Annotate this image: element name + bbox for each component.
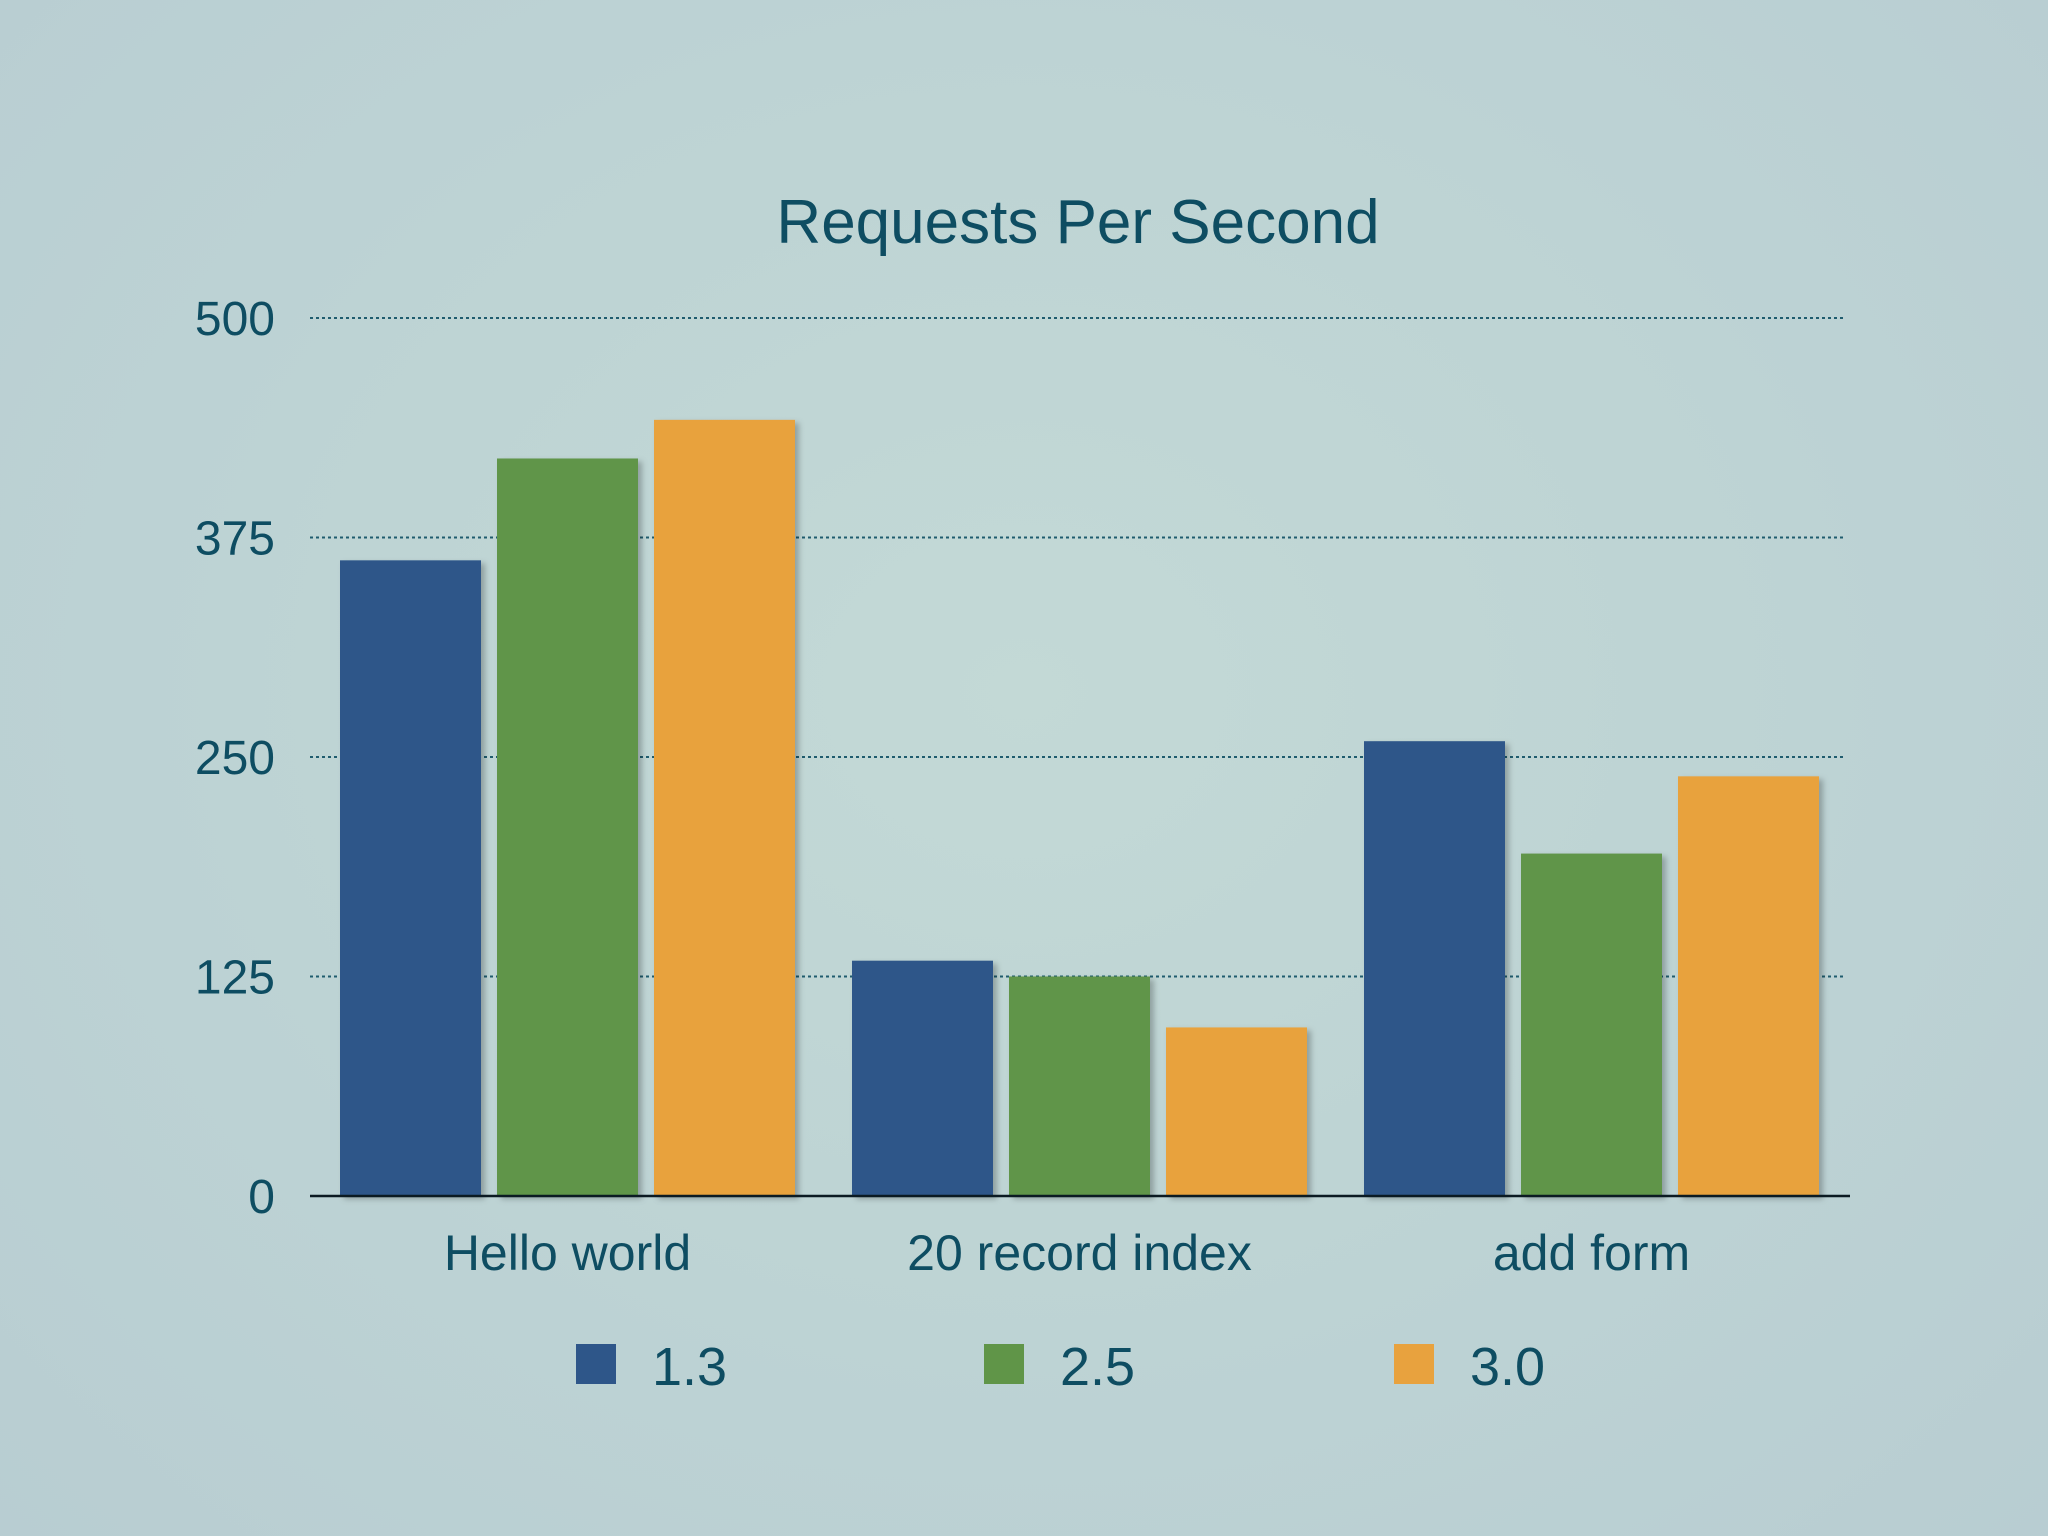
legend-swatch: [1394, 1344, 1434, 1384]
legend-label: 3.0: [1470, 1337, 1545, 1397]
bar: [1364, 741, 1505, 1196]
legend-swatch: [576, 1344, 616, 1384]
legend: 1.3 2.5 3.0: [576, 1337, 1545, 1397]
bar: [340, 560, 481, 1196]
bar: [1009, 976, 1150, 1196]
x-tick-label: Hello world: [444, 1225, 691, 1281]
bar: [1521, 853, 1662, 1196]
bar: [852, 960, 993, 1196]
bars: [340, 419, 1819, 1197]
bar: [497, 458, 638, 1197]
bar: [1166, 1027, 1307, 1196]
legend-label: 2.5: [1060, 1337, 1135, 1397]
y-axis-ticks: 0 125 250 375 500: [195, 293, 275, 1224]
y-tick-label: 500: [195, 293, 275, 346]
legend-label: 1.3: [652, 1337, 727, 1397]
legend-swatch: [984, 1344, 1024, 1384]
y-tick-label: 250: [195, 732, 275, 785]
y-tick-label: 0: [248, 1171, 275, 1224]
x-tick-label: add form: [1493, 1225, 1690, 1281]
chart-title: Requests Per Second: [776, 188, 1379, 257]
x-axis-categories: Hello world 20 record index add form: [444, 1225, 1690, 1281]
bar: [1678, 776, 1819, 1196]
x-tick-label: 20 record index: [907, 1225, 1252, 1281]
y-tick-label: 375: [195, 513, 275, 566]
bar: [654, 419, 795, 1196]
y-tick-label: 125: [195, 952, 275, 1005]
